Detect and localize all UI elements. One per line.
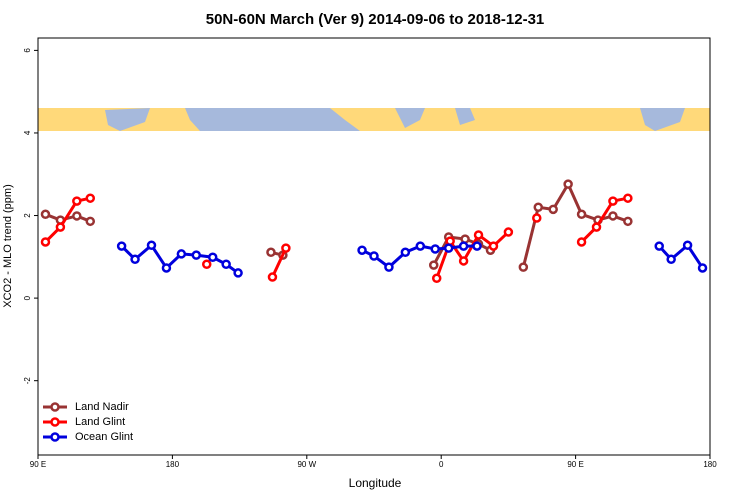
x-tick-label: 90 W: [297, 460, 316, 469]
point: [281, 243, 291, 253]
series-line: [658, 243, 704, 269]
map-band: [38, 108, 710, 131]
map-ocean: [185, 108, 360, 131]
y-tick-label: 6: [23, 48, 32, 53]
point: [72, 211, 82, 221]
point: [400, 247, 411, 258]
chart-title: 50N-60N March (Ver 9) 2014-09-06 to 2018…: [206, 11, 545, 28]
point: [85, 193, 96, 203]
map-ocean: [395, 108, 425, 128]
point: [161, 263, 172, 273]
point: [623, 216, 633, 227]
x-tick-label: 90 E: [30, 460, 46, 469]
point: [458, 256, 469, 266]
point: [428, 260, 439, 270]
point: [518, 262, 529, 272]
y-tick-label: 4: [23, 130, 32, 135]
point: [443, 243, 454, 253]
x-tick-label: 180: [703, 460, 717, 469]
point: [532, 213, 542, 223]
point: [116, 241, 127, 251]
point: [473, 230, 484, 240]
point: [191, 250, 202, 260]
point: [40, 209, 51, 220]
legend-label: Land Nadir: [75, 401, 129, 413]
point: [146, 240, 157, 251]
point: [266, 247, 276, 258]
point: [207, 252, 218, 262]
point: [608, 196, 618, 206]
point: [488, 241, 499, 251]
x-tick-label: 90 E: [567, 460, 583, 469]
legend-label: Ocean Glint: [75, 431, 133, 443]
point: [357, 245, 367, 255]
point: [591, 222, 602, 232]
point: [697, 263, 708, 273]
point: [384, 262, 394, 272]
series-line: [580, 196, 629, 244]
point: [563, 179, 573, 189]
point: [623, 193, 633, 203]
map-ocean: [640, 108, 685, 131]
map-ocean: [105, 108, 150, 131]
point: [267, 272, 278, 282]
point: [430, 244, 440, 254]
point: [176, 249, 187, 259]
point: [608, 211, 618, 221]
y-axis-label: XCO2 - MLO trend (ppm): [2, 184, 14, 307]
point: [654, 241, 664, 251]
point: [72, 196, 82, 206]
point: [533, 202, 544, 213]
y-tick-label: 2: [23, 213, 32, 218]
point: [682, 240, 693, 251]
point: [201, 259, 212, 270]
point: [548, 204, 558, 215]
point: [415, 241, 426, 251]
legend-marker: [50, 402, 60, 412]
y-tick-label: -2: [23, 377, 32, 385]
legend-marker: [50, 417, 60, 427]
x-tick-label: 180: [166, 460, 180, 469]
point: [472, 241, 482, 251]
legend-marker: [50, 432, 60, 442]
point: [431, 273, 442, 284]
point: [666, 254, 676, 265]
point: [576, 237, 587, 247]
point: [458, 241, 469, 251]
x-tick-label: 0: [439, 460, 444, 469]
point: [85, 216, 96, 227]
x-axis-label: Longitude: [349, 476, 402, 490]
series-line: [44, 196, 91, 244]
point: [40, 237, 51, 247]
point: [130, 254, 140, 265]
map-ocean: [455, 108, 475, 125]
series-line: [271, 247, 288, 278]
point: [55, 222, 66, 232]
legend-label: Land Glint: [75, 416, 125, 428]
y-tick-label: 0: [23, 295, 32, 300]
point: [369, 251, 379, 261]
point: [233, 268, 243, 278]
series-line: [44, 212, 91, 223]
plot-frame: [37, 37, 711, 456]
point: [221, 259, 231, 270]
point: [576, 209, 587, 220]
point: [503, 227, 514, 237]
